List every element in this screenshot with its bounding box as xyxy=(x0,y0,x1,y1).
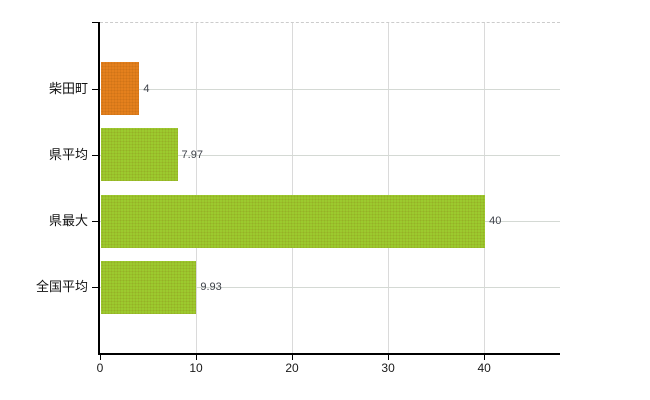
category-label: 県平均 xyxy=(48,146,88,162)
y-axis-top-tick xyxy=(92,22,100,23)
vertical-gridline xyxy=(388,22,390,353)
x-axis-tick xyxy=(484,355,486,360)
value-label: 9.93 xyxy=(200,281,222,294)
bar-2 xyxy=(101,128,178,182)
x-axis-line xyxy=(98,353,560,355)
category-tick xyxy=(92,88,100,90)
category-tick xyxy=(92,154,100,156)
x-axis-tick xyxy=(292,355,294,360)
vertical-gridline xyxy=(292,22,294,353)
category-gridline xyxy=(100,154,560,156)
value-label: 4 xyxy=(143,82,150,95)
bar-3 xyxy=(101,194,486,248)
category-tick xyxy=(92,221,100,223)
x-tick-label: 30 xyxy=(381,361,395,375)
category-tick xyxy=(92,287,100,289)
y-axis-line xyxy=(98,22,100,353)
bar-1 xyxy=(101,62,140,115)
x-tick-label: 0 xyxy=(96,361,104,375)
x-axis-tick xyxy=(196,355,198,360)
category-label: 全国平均 xyxy=(35,279,88,295)
category-label: 県最大 xyxy=(48,213,88,229)
bar-4 xyxy=(101,260,197,314)
x-tick-label: 40 xyxy=(477,361,491,375)
vertical-gridline xyxy=(196,22,198,353)
category-gridline xyxy=(100,88,560,90)
value-label: 40 xyxy=(489,215,502,228)
x-axis-tick xyxy=(100,355,101,360)
x-tick-label: 20 xyxy=(285,361,299,375)
plot-top-border xyxy=(100,22,560,23)
category-label: 柴田町 xyxy=(48,80,88,96)
vertical-gridline xyxy=(484,22,486,353)
x-axis-tick xyxy=(388,355,390,360)
value-label: 7.97 xyxy=(181,148,203,161)
x-tick-label: 10 xyxy=(189,361,203,375)
category-gridline xyxy=(100,287,560,289)
